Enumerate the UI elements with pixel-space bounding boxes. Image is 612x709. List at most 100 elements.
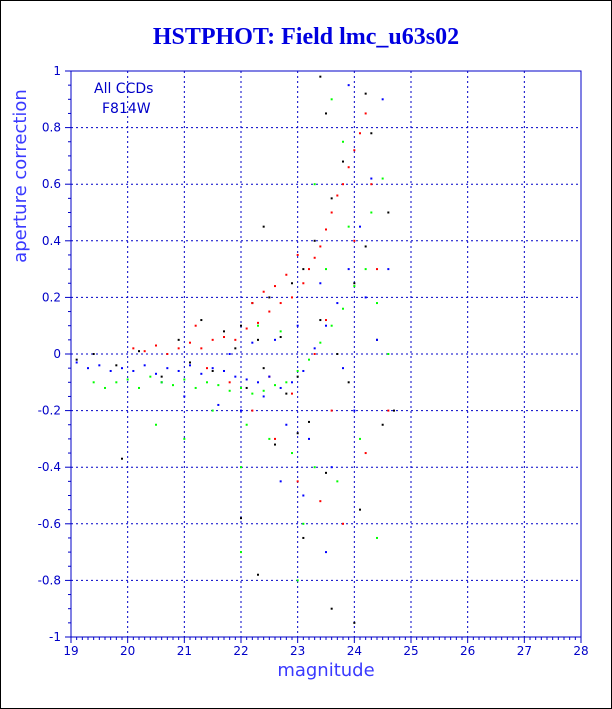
data-point bbox=[325, 228, 327, 231]
data-point bbox=[155, 344, 157, 347]
data-point bbox=[234, 338, 237, 341]
data-point bbox=[330, 98, 333, 101]
x-tick-label: 27 bbox=[517, 644, 532, 658]
data-point bbox=[381, 177, 384, 180]
data-point bbox=[325, 324, 327, 327]
data-point bbox=[268, 296, 271, 299]
data-point bbox=[223, 369, 225, 372]
data-point bbox=[240, 466, 242, 469]
data-point bbox=[347, 268, 350, 271]
data-point bbox=[98, 364, 101, 367]
data-point bbox=[302, 369, 305, 372]
axis-ticks: 19 20 21 22 23 24 25 26 27 28 -1 -0.8 -0.6 -0.4 -0.2 0 0… bbox=[38, 64, 589, 658]
data-point bbox=[330, 607, 333, 610]
data-point bbox=[387, 268, 390, 271]
data-point bbox=[217, 384, 220, 387]
data-point bbox=[285, 273, 288, 276]
data-points bbox=[75, 75, 395, 624]
data-point bbox=[160, 381, 163, 384]
data-point bbox=[364, 245, 367, 248]
data-point bbox=[234, 347, 237, 350]
y-tick-label: 1 bbox=[53, 64, 61, 78]
data-point bbox=[274, 285, 276, 288]
data-point bbox=[353, 621, 356, 624]
legend-filter: F814W bbox=[102, 101, 151, 117]
data-point bbox=[160, 375, 163, 378]
data-point bbox=[189, 361, 191, 364]
data-point bbox=[274, 384, 276, 387]
data-point bbox=[206, 381, 208, 384]
data-point bbox=[121, 457, 123, 460]
data-point bbox=[143, 364, 146, 367]
data-point bbox=[279, 386, 282, 389]
data-point bbox=[364, 92, 367, 95]
data-point bbox=[370, 211, 373, 214]
data-point bbox=[376, 268, 378, 271]
data-point bbox=[296, 375, 299, 378]
data-point bbox=[177, 347, 180, 350]
data-point bbox=[155, 372, 157, 375]
data-point bbox=[319, 341, 322, 344]
data-point bbox=[342, 183, 344, 186]
data-point bbox=[183, 437, 186, 440]
data-point bbox=[274, 437, 276, 440]
data-point bbox=[257, 321, 259, 324]
data-point bbox=[143, 350, 146, 353]
data-point bbox=[342, 140, 344, 143]
data-point bbox=[364, 452, 367, 455]
data-point bbox=[291, 452, 293, 455]
data-point bbox=[285, 392, 288, 395]
data-point bbox=[376, 338, 378, 341]
data-point bbox=[245, 423, 248, 426]
data-point bbox=[228, 353, 231, 355]
data-point bbox=[302, 268, 305, 271]
data-point bbox=[291, 381, 293, 384]
data-point bbox=[347, 225, 350, 228]
data-point bbox=[211, 367, 214, 370]
data-point bbox=[279, 336, 282, 339]
data-point bbox=[251, 409, 254, 412]
data-point bbox=[183, 378, 186, 381]
data-point bbox=[308, 437, 310, 440]
data-point bbox=[245, 378, 248, 381]
data-point bbox=[211, 338, 214, 341]
data-point bbox=[92, 381, 95, 384]
data-point bbox=[262, 389, 265, 392]
chart-title: HSTPHOT: Field lmc_u63s02 bbox=[152, 24, 460, 50]
data-point bbox=[183, 395, 186, 398]
data-point bbox=[211, 409, 214, 412]
x-tick-label: 21 bbox=[177, 644, 192, 658]
data-point bbox=[291, 282, 293, 285]
data-point bbox=[330, 324, 333, 327]
data-point bbox=[177, 369, 180, 372]
data-point bbox=[240, 409, 242, 412]
data-point bbox=[376, 302, 378, 305]
data-point bbox=[240, 551, 242, 554]
y-tick-label: 0.4 bbox=[42, 234, 61, 248]
data-point bbox=[353, 149, 356, 152]
data-point bbox=[211, 369, 214, 372]
data-point bbox=[217, 403, 220, 406]
data-point bbox=[319, 500, 322, 503]
data-point bbox=[319, 319, 322, 322]
data-point bbox=[262, 395, 265, 398]
data-point bbox=[200, 347, 203, 350]
data-point bbox=[138, 386, 140, 389]
y-axis-label: aperture correction bbox=[10, 89, 31, 263]
data-point bbox=[296, 324, 299, 327]
data-point bbox=[177, 338, 180, 341]
y-tick-label: -0.6 bbox=[38, 517, 61, 531]
data-point bbox=[240, 386, 242, 389]
data-point bbox=[109, 369, 112, 372]
data-point bbox=[325, 112, 327, 115]
data-point bbox=[319, 245, 322, 248]
data-point bbox=[126, 378, 129, 381]
data-point bbox=[138, 350, 140, 353]
grid-lines bbox=[71, 71, 581, 637]
data-point bbox=[330, 466, 333, 469]
data-point bbox=[370, 183, 373, 186]
data-point bbox=[336, 353, 339, 355]
data-point bbox=[296, 369, 299, 372]
data-point bbox=[200, 372, 203, 375]
data-point bbox=[313, 353, 316, 355]
